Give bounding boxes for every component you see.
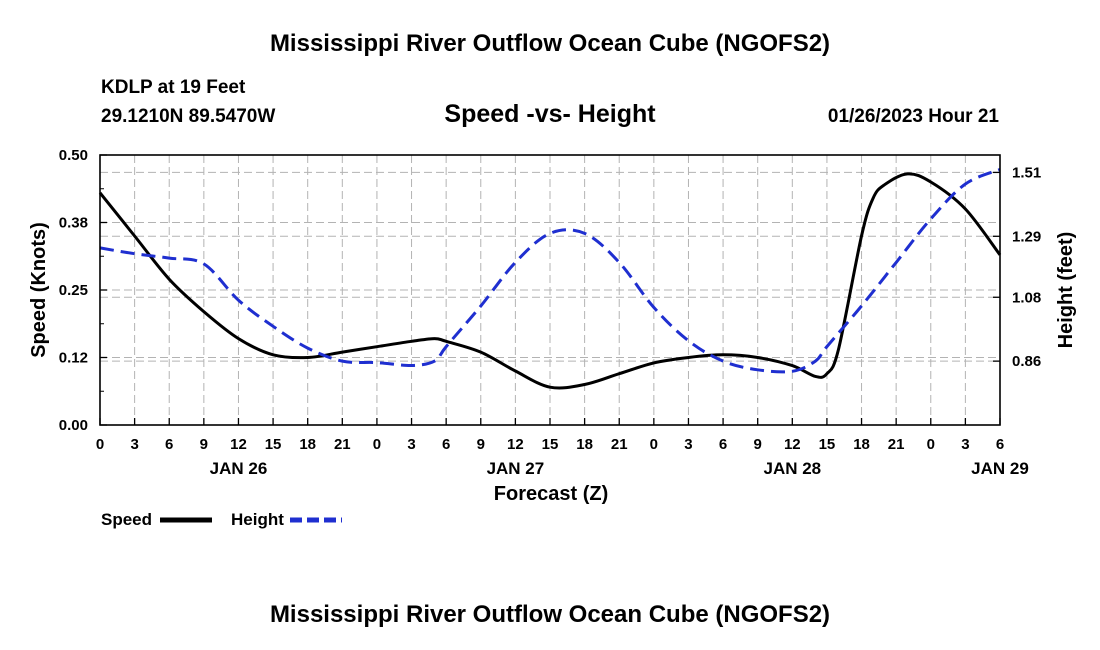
y-axis-left-title: Speed (Knots) [28,222,50,358]
x-tick-label: 15 [265,436,282,453]
y-left-tick-label: 0.00 [59,417,88,434]
x-tick-label: 0 [650,436,658,453]
x-tick-label: 15 [819,436,836,453]
x-tick-label: 6 [996,436,1004,453]
x-date-label: JAN 29 [971,459,1029,478]
x-tick-label: 3 [407,436,415,453]
x-tick-label: 6 [165,436,173,453]
legend-speed-label: Speed [101,510,153,529]
y-left-tick-label: 0.50 [59,147,88,164]
x-tick-label: 12 [507,436,524,453]
x-tick-label: 12 [230,436,247,453]
coordinates-label: 29.1210N 89.5470W [101,106,276,127]
x-tick-label: 9 [754,436,762,453]
x-tick-label: 0 [373,436,381,453]
x-tick-label: 0 [96,436,104,453]
x-tick-label: 15 [542,436,559,453]
legend-height-label: Height [231,510,284,529]
x-date-label: JAN 27 [487,459,545,478]
chart-series [98,168,1002,390]
x-tick-label: 9 [200,436,208,453]
chart-axes: 0 3 6 9 12 15 18 21 0 3 6 9 12 15 18 21 0 3 6 9 12 15 18 21 0 3 6 J… [59,147,1041,478]
y-left-tick-label: 0.25 [59,282,88,299]
page-title-bottom: Mississippi River Outflow Ocean Cube (NG… [269,601,831,628]
x-tick-label: 21 [888,436,905,453]
y-right-tick-label: 0.86 [1012,353,1041,370]
forecast-date-label: 01/26/2023 Hour 21 [827,106,999,127]
y-right-tick-label: 1.51 [1012,164,1041,181]
x-date-label: JAN 26 [210,459,268,478]
x-tick-label: 6 [442,436,450,453]
speed-series-line [98,172,1002,390]
y-right-tick-label: 1.29 [1012,228,1041,245]
x-tick-label: 18 [576,436,593,453]
station-label: KDLP at 19 Feet [101,77,246,98]
chart-title: Speed -vs- Height [444,100,656,128]
x-tick-label: 18 [853,436,870,453]
y-axis-right-title: Height (feet) [1055,232,1077,349]
x-tick-label: 3 [961,436,969,453]
x-tick-label: 3 [130,436,138,453]
y-right-tick-label: 1.08 [1012,289,1041,306]
x-tick-label: 6 [719,436,727,453]
x-tick-label: 21 [611,436,628,453]
page-title: Mississippi River Outflow Ocean Cube (NG… [269,30,831,57]
x-tick-label: 12 [784,436,801,453]
y-left-tick-label: 0.12 [59,350,88,367]
x-tick-label: 3 [684,436,692,453]
x-tick-label: 18 [299,436,316,453]
x-tick-label: 21 [334,436,351,453]
x-axis-title: Forecast (Z) [494,483,608,505]
x-tick-label: 9 [477,436,485,453]
x-date-label: JAN 28 [763,459,821,478]
x-tick-label: 0 [927,436,935,453]
y-left-tick-label: 0.38 [59,215,88,232]
chart-grid [100,154,1000,425]
